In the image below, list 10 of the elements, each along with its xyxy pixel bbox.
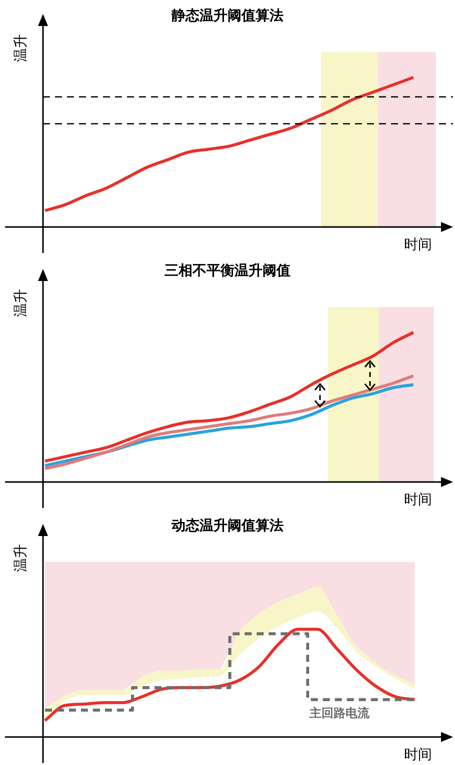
y-axis-title: 温升 [12, 289, 28, 317]
chart-title: 动态温升阈值算法 [170, 516, 284, 533]
x-axis-title: 时间 [404, 236, 432, 252]
chart-title: 三相不平衡温升阈值 [164, 262, 290, 278]
x-axis-title: 时间 [404, 490, 432, 507]
y-axis-title: 温升 [12, 544, 28, 572]
chart-title: 静态温升阈值算法 [170, 6, 284, 23]
series-label: 主回路电流 [308, 706, 371, 720]
y-axis-title: 温升 [12, 34, 28, 62]
x-axis-title: 时间 [404, 746, 432, 762]
